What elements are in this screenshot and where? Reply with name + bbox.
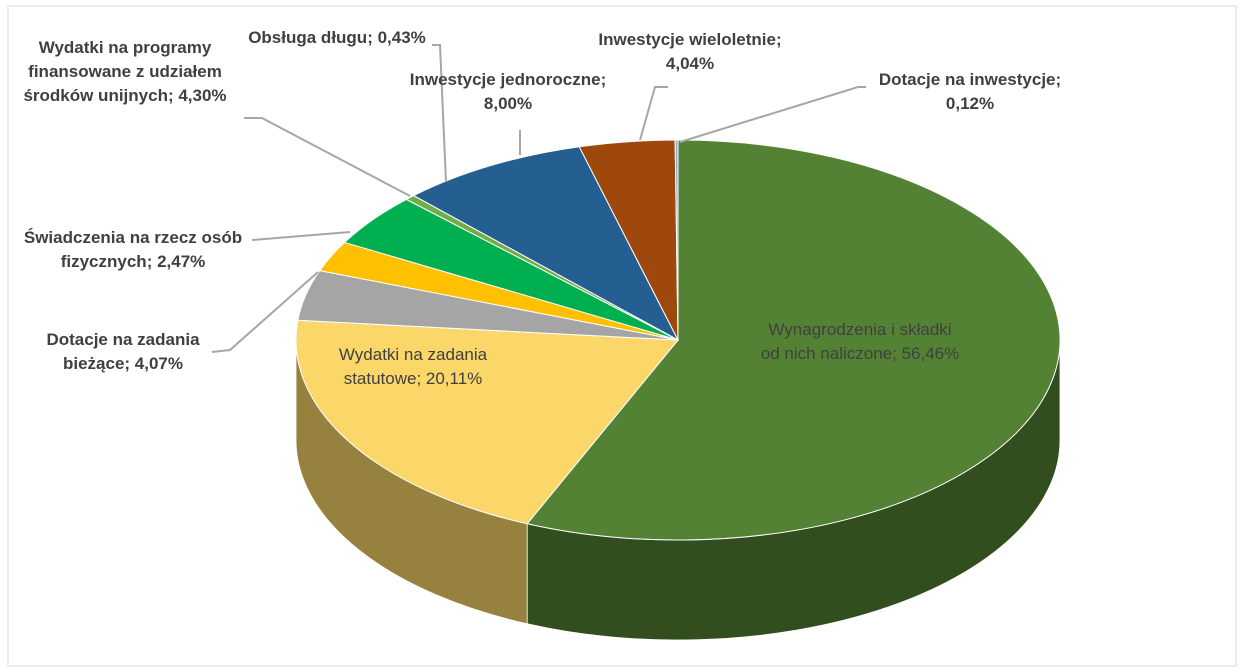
data-label-line: Dotacje na inwestycje; <box>879 70 1061 89</box>
data-label-line: od nich naliczone; 56,46% <box>761 344 959 363</box>
data-label-line: 4,04% <box>666 54 714 73</box>
leader-line <box>244 117 411 197</box>
leader-line <box>251 231 351 241</box>
data-label-line: środków unijnych; 4,30% <box>23 86 226 105</box>
slice-side <box>527 340 1060 641</box>
data-label: Obsługa długu; 0,43% <box>248 28 426 47</box>
data-label-line: Obsługa długu; 0,43% <box>248 28 426 47</box>
data-label-line: Wydatki na programy <box>39 38 212 57</box>
data-label-line: statutowe; 20,11% <box>344 369 483 388</box>
data-label-line: fizycznych; 2,47% <box>61 252 206 271</box>
slice-side <box>296 340 528 624</box>
data-label: Dotacje na inwestycje; 0,12% <box>879 70 1061 113</box>
leader-line <box>679 86 866 143</box>
data-label: Inwestycje wieloletnie; 4,04% <box>598 30 781 73</box>
data-label: Świadczenia na rzecz osób fizycznych; 2,4… <box>24 228 242 271</box>
data-label-line: Inwestycje jednoroczne; <box>410 70 607 89</box>
data-label: Dotacje na zadania bieżące; 4,07% <box>46 330 200 373</box>
slice <box>412 146 680 342</box>
leader-line <box>432 44 447 183</box>
data-label-line: Świadczenia na rzecz osób <box>24 228 242 247</box>
data-label-line: 0,12% <box>946 94 994 113</box>
data-label-line: Dotacje na zadania <box>46 330 200 349</box>
data-label-line: Wynagrodzenia i składki <box>768 320 951 339</box>
data-label-line: 8,00% <box>484 94 532 113</box>
slice <box>295 319 680 525</box>
data-label: Wynagrodzenia i składki od nich naliczone… <box>761 320 959 363</box>
data-label-line: finansowane z udziałem <box>28 62 222 81</box>
data-label-line: Inwestycje wieloletnie; <box>598 30 781 49</box>
data-label: Wydatki na programy finansowane z udziałe… <box>23 38 226 105</box>
leader-line <box>211 271 319 353</box>
data-label-line: Wydatki na zadania <box>339 345 488 364</box>
leader-line <box>639 86 668 141</box>
data-label: Wydatki na zadania statutowe; 20,11% <box>339 345 488 388</box>
data-label: Inwestycje jednoroczne; 8,00% <box>410 70 607 113</box>
slice <box>526 139 1061 541</box>
slice <box>674 139 679 341</box>
data-label-line: bieżące; 4,07% <box>63 354 183 373</box>
